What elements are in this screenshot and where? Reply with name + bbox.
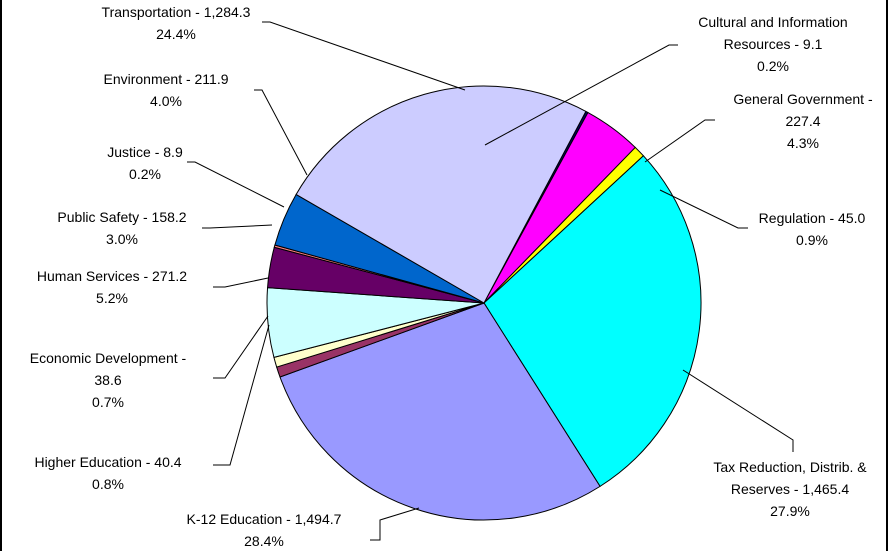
leader-lines xyxy=(187,21,794,541)
label-general-pct: 4.3% xyxy=(787,135,819,151)
leader-environment xyxy=(254,89,308,176)
label-justice-line1: Justice - 8.9 xyxy=(107,144,183,160)
leader-justice xyxy=(187,161,285,208)
label-transportation-pct: 24.4% xyxy=(156,26,196,42)
label-economic-line2: 38.6 xyxy=(94,372,121,388)
label-general-line1: General Government - xyxy=(733,91,873,107)
label-justice-pct: 0.2% xyxy=(129,166,161,182)
leader-general xyxy=(644,119,715,163)
label-environment-line1: Environment - 211.9 xyxy=(103,71,228,87)
label-human-line1: Human Services - 271.2 xyxy=(37,268,187,284)
pie-slice-tax-reduction-distrib-reserves xyxy=(483,155,702,488)
pie-slice-k-12-education xyxy=(279,302,601,521)
label-economic-line1: Economic Development - xyxy=(30,350,187,366)
leader-higher xyxy=(213,324,270,466)
label-tax-pct: 27.9% xyxy=(770,503,810,519)
label-economic-pct: 0.7% xyxy=(92,394,124,410)
leader-human xyxy=(213,277,269,288)
label-cultural-line2: Resources - 9.1 xyxy=(724,36,823,52)
leader-cultural xyxy=(484,44,678,146)
pie-slices xyxy=(266,85,702,521)
leader-publicsafety xyxy=(202,224,273,229)
leader-k12 xyxy=(370,507,420,541)
pie-slice-transportation xyxy=(295,85,587,304)
label-environment-pct: 4.0% xyxy=(150,93,182,109)
label-publicsafety-line1: Public Safety - 158.2 xyxy=(57,209,186,225)
label-regulation-pct: 0.9% xyxy=(796,232,828,248)
label-k12-line1: K-12 Education - 1,494.7 xyxy=(187,511,342,527)
label-k12-pct: 28.4% xyxy=(244,533,284,549)
label-human-pct: 5.2% xyxy=(96,290,128,306)
leader-tax xyxy=(682,369,794,452)
label-higher-line1: Higher Education - 40.4 xyxy=(34,454,181,470)
leader-economic xyxy=(213,315,269,379)
leader-transportation xyxy=(262,21,466,91)
label-tax-line1: Tax Reduction, Distrib. & xyxy=(713,459,867,475)
leader-regulation xyxy=(659,189,748,229)
label-cultural-pct: 0.2% xyxy=(757,58,789,74)
label-transportation-line1: Transportation - 1,284.3 xyxy=(102,4,251,20)
label-regulation-line1: Regulation - 45.0 xyxy=(759,210,866,226)
label-higher-pct: 0.8% xyxy=(92,476,124,492)
label-general-line2: 227.4 xyxy=(785,113,820,129)
slice-labels: Cultural and Information Resources - 9.1… xyxy=(30,4,873,549)
label-tax-line2: Reserves - 1,465.4 xyxy=(731,481,849,497)
label-cultural-line1: Cultural and Information xyxy=(698,14,847,30)
label-publicsafety-pct: 3.0% xyxy=(106,231,138,247)
